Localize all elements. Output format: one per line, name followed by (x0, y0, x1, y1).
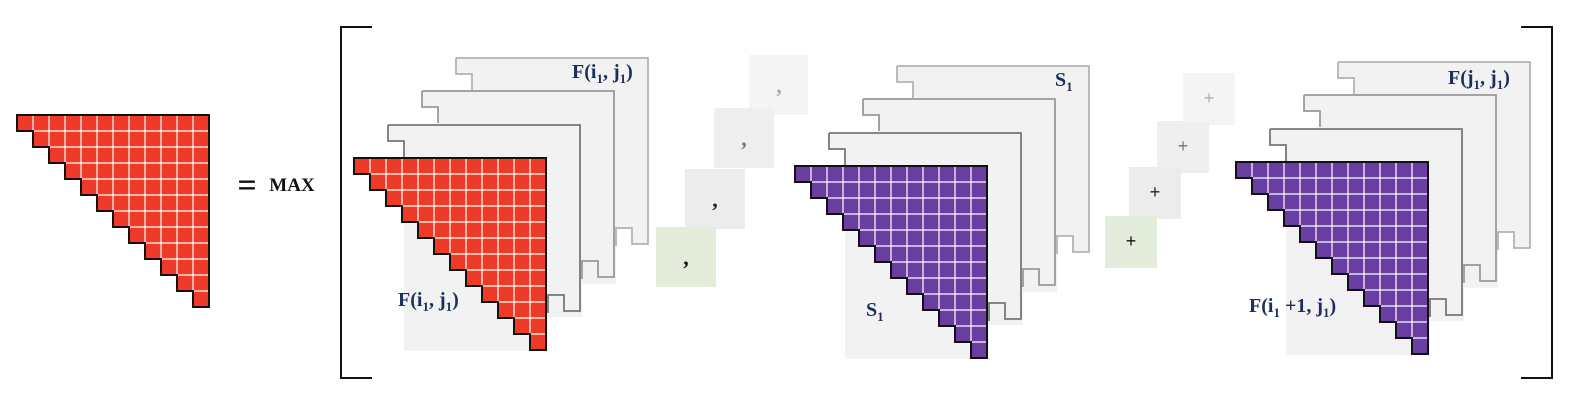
term1-back-label: F(i1, j1) (572, 61, 633, 86)
term3-front-triangle (1235, 161, 1429, 355)
comma-box-back (749, 55, 808, 115)
term2-front-triangle (794, 165, 988, 359)
term3-back-label: F(j1, j1) (1448, 67, 1510, 92)
term3-stack (1235, 61, 1531, 355)
term3-layer-1-edge (1269, 128, 1463, 317)
term2-layer-2-edge (862, 98, 1056, 287)
result-outline (16, 114, 210, 308)
plus-box-back (1183, 73, 1235, 125)
plus-glyph-back: + (1204, 88, 1215, 108)
term1-layer-2-edge (421, 90, 615, 279)
term2-layer-1-edge (828, 132, 1022, 321)
plus-glyph-active: + (1126, 231, 1137, 251)
comma-box-mid2 (714, 108, 774, 168)
term1-front-label: F(i1, j1) (398, 289, 459, 314)
comma-glyph-active: , (683, 245, 689, 270)
comma-box-mid1 (685, 169, 745, 229)
left-bracket (340, 26, 372, 379)
plus-box-active (1105, 216, 1157, 268)
comma-separator-stack (656, 55, 808, 287)
term2-back-label: S1 (1055, 69, 1073, 94)
term1-layer-1-edge (387, 124, 581, 313)
comma-glyph-mid2: , (741, 126, 747, 151)
term2-front-label: S1 (866, 299, 884, 324)
term2-front-outline (794, 165, 988, 359)
term2-layer-3-edge (896, 65, 1090, 254)
comma-box-active (656, 227, 716, 287)
comma-glyph-back: , (776, 73, 782, 98)
max-operator-label: MAX (269, 175, 315, 196)
term3-front-label: F(i1 +1, j1) (1249, 295, 1336, 320)
term1-front-triangle (353, 157, 547, 351)
equals-sign: = (237, 167, 256, 204)
right-bracket (1521, 26, 1553, 379)
term1-stack (353, 57, 649, 351)
result-triangle (16, 114, 210, 308)
term1-front-outline (353, 157, 547, 351)
plus-glyph-mid1: + (1150, 182, 1161, 202)
comma-glyph-mid1: , (712, 187, 718, 212)
term2-stack (794, 65, 1090, 359)
term3-front-outline (1235, 161, 1429, 355)
term3-layer-2-edge (1303, 94, 1497, 283)
term1-layer-3-edge (455, 57, 649, 246)
plus-glyph-mid2: + (1178, 136, 1189, 156)
term3-layer-3-edge (1337, 61, 1531, 250)
plus-box-mid1 (1129, 167, 1181, 219)
plus-separator-stack (1105, 73, 1235, 268)
plus-box-mid2 (1157, 121, 1209, 173)
